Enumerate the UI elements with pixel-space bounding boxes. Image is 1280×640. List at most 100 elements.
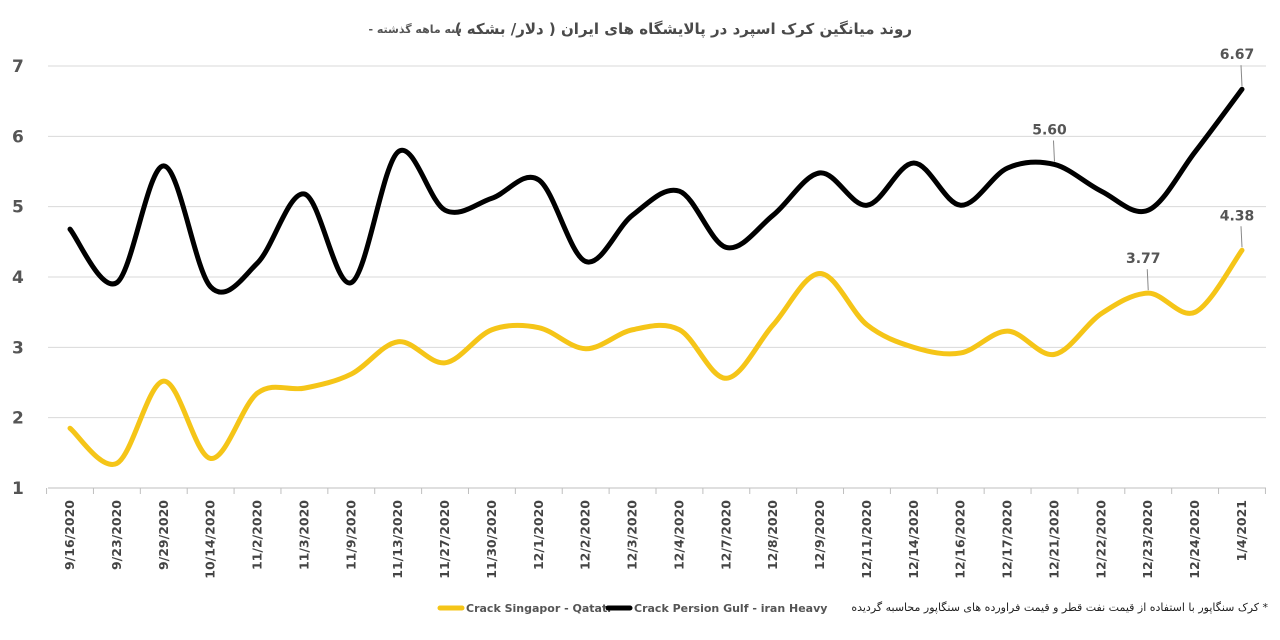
legend-label-1: Crack Persion Gulf - iran Heavy [634,602,827,615]
data-point [210,286,212,288]
x-tick-label: 11/3/2020 [296,500,311,570]
legend: Crack Singapor - Qatatr Crack Persion Gul… [437,602,827,615]
data-point [1007,330,1009,332]
x-tick-label: 12/7/2020 [718,500,733,570]
data-point [1241,88,1243,90]
x-tick-label: 11/9/2020 [343,500,358,570]
data-point [444,209,446,211]
data-point [538,327,540,329]
data-label: 6.67 [1220,47,1255,63]
x-tick-label: 11/13/2020 [390,500,405,579]
y-tick-label: 4 [12,268,24,288]
data-point [1053,163,1055,165]
x-tick-label: 12/17/2020 [1000,500,1015,579]
footnote: کرک سنگاپور با استفاده از قیمت نفت قطر و… [851,601,1268,614]
data-point [1100,190,1102,192]
x-tick-label: 12/9/2020 [812,500,827,570]
x-tick-label: 9/16/2020 [62,500,77,570]
x-tick-label: 12/2/2020 [578,500,593,570]
x-tick-label: 12/23/2020 [1140,500,1155,579]
data-point [163,165,165,167]
data-labels: 3.77 4.38 5.60 6.67 [1032,47,1255,291]
x-tick-label: 12/3/2020 [625,500,640,570]
data-label-leader [1052,140,1055,162]
chart-title: روند میانگین کرک اسپرد در پالایشگاه های … [455,20,912,39]
x-tick-label: 12/16/2020 [953,500,968,579]
chart-subtitle: - سه ماهه گذشته [368,23,462,36]
data-point [913,162,915,164]
data-point [1194,311,1196,313]
data-point [491,197,493,199]
x-tick-label: 12/21/2020 [1046,500,1061,579]
data-label: 5.60 [1032,122,1067,138]
data-point [585,261,587,263]
data-point [1147,209,1149,211]
data-point [678,329,680,331]
series-line-1 [67,86,1245,295]
data-point [819,172,821,174]
x-tick-label: 10/14/2020 [203,500,218,579]
data-point [116,462,118,464]
x-tick-label: 12/1/2020 [531,500,546,570]
x-tick-label: 11/27/2020 [437,500,452,579]
data-point [866,324,868,326]
x-tick-label: 11/2/2020 [250,500,265,570]
y-tick-label: 6 [12,127,24,147]
data-point [772,214,774,216]
data-label: 3.77 [1126,251,1161,267]
data-point [866,204,868,206]
data-point [444,362,446,364]
data-point [1007,167,1009,169]
y-axis: 1 2 3 4 5 6 7 [12,57,24,499]
data-label-leader [1146,269,1149,291]
data-point [725,246,727,248]
data-point [69,427,71,429]
x-tick-label: 12/8/2020 [765,500,780,570]
data-point [725,377,727,379]
x-axis: 9/16/2020 9/23/2020 9/29/2020 10/14/2020 11/… [46,487,1266,579]
series-lines [67,86,1245,467]
x-tick-label: 11/30/2020 [484,500,499,579]
series-line-0 [67,247,1245,467]
data-point [960,352,962,354]
data-label: 4.38 [1220,208,1255,224]
gridlines [48,65,1266,419]
x-tick-label: 1/4/2021 [1234,500,1249,561]
data-point [1100,313,1102,315]
data-point [772,324,774,326]
data-point [210,457,212,459]
y-tick-label: 7 [12,57,24,77]
x-tick-label: 12/4/2020 [671,500,686,570]
data-point [116,282,118,284]
data-point [350,282,352,284]
data-point [913,346,915,348]
x-tick-label: 12/11/2020 [859,500,874,579]
data-point [69,228,71,230]
x-tick-label: 12/14/2020 [906,500,921,579]
data-point [257,262,259,264]
data-point [1053,353,1055,355]
data-point [678,190,680,192]
data-point [350,373,352,375]
data-point [538,179,540,181]
y-tick-label: 1 [12,479,24,499]
data-point [397,151,399,153]
data-point [491,329,493,331]
data-label-leader [1240,65,1243,87]
data-point [163,380,165,382]
y-tick-label: 5 [12,198,24,218]
x-tick-label: 12/22/2020 [1093,500,1108,579]
data-point [303,387,305,389]
data-point [1194,151,1196,153]
y-tick-label: 3 [12,338,24,358]
y-tick-label: 2 [12,409,24,429]
data-point [397,341,399,343]
data-point [819,272,821,274]
x-tick-label: 9/23/2020 [109,500,124,570]
data-point [585,348,587,350]
data-point [1241,249,1243,251]
data-point [303,193,305,195]
data-point [257,392,259,394]
